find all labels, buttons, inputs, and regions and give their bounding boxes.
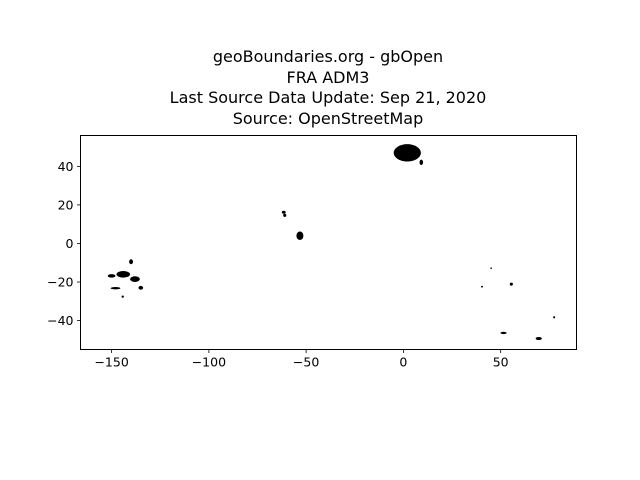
- y-tick-label: 0: [66, 236, 74, 251]
- region-french-polynesia-tuamotu: [116, 271, 131, 278]
- region-corsica: [419, 159, 424, 165]
- regions-layer: [107, 144, 556, 341]
- title-line-3: Last Source Data Update: Sep 21, 2020: [169, 88, 487, 107]
- region-french-polynesia-marquesas: [129, 259, 134, 265]
- x-axis: −150 −100 −50 0 50: [94, 349, 509, 370]
- region-amsterdam-and-st-paul-islands: [553, 316, 556, 319]
- region-martinique: [283, 213, 287, 217]
- region-french-polynesia-society-islands: [107, 274, 116, 278]
- region-europa-island: [481, 285, 483, 288]
- region-mayotte: [490, 267, 492, 269]
- chart-title: geoBoundaries.org - gbOpen FRA ADM3 Last…: [0, 47, 640, 129]
- region-french-polynesia-rapa: [121, 295, 124, 298]
- region-kerguelen-islands: [535, 336, 542, 341]
- region-french-polynesia-tuamotu-east: [130, 276, 140, 283]
- region-reunion: [509, 282, 513, 286]
- region-french-guiana: [296, 231, 304, 240]
- region-metropolitan-france: [393, 144, 421, 162]
- x-tick-label: −150: [94, 355, 128, 370]
- region-guadeloupe: [281, 210, 286, 214]
- x-tick-label: −50: [293, 355, 319, 370]
- y-tick-label: −40: [47, 313, 73, 328]
- region-crozet-islands: [500, 331, 507, 335]
- y-tick-label: 40: [58, 159, 74, 174]
- y-axis: 40 20 0 −20 −40: [47, 159, 81, 328]
- y-tick-label: −20: [47, 275, 73, 290]
- x-tick-label: 50: [493, 355, 509, 370]
- title-line-1: geoBoundaries.org - gbOpen: [212, 47, 444, 66]
- region-french-polynesia-austral: [110, 287, 121, 290]
- y-tick-label: 20: [58, 197, 74, 212]
- x-tick-label: −100: [192, 355, 226, 370]
- axes-frame: [80, 135, 577, 350]
- title-line-2: FRA ADM3: [286, 67, 370, 87]
- title-line-4: Source: OpenStreetMap: [232, 108, 424, 128]
- region-french-polynesia-gambier: [138, 285, 144, 290]
- x-tick-label: 0: [399, 355, 407, 370]
